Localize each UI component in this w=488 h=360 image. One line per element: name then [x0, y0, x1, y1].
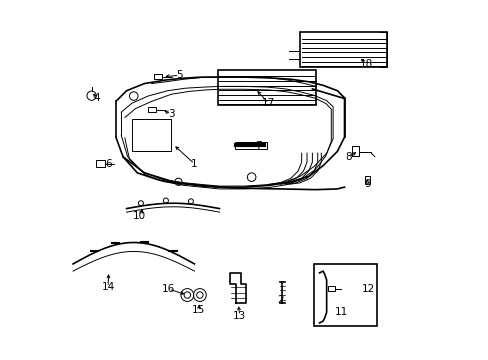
Text: 17: 17 — [262, 98, 275, 108]
Text: 5: 5 — [176, 70, 183, 80]
Bar — [154, 74, 162, 79]
Bar — [299, 32, 386, 67]
Bar — [364, 176, 369, 184]
Text: 15: 15 — [192, 305, 205, 315]
Text: 13: 13 — [233, 311, 246, 321]
Text: 3: 3 — [167, 109, 174, 119]
Bar — [313, 264, 376, 327]
Text: 1: 1 — [191, 159, 198, 169]
Bar — [96, 160, 105, 167]
Text: 16: 16 — [162, 284, 175, 294]
Bar — [328, 286, 334, 291]
Text: 18: 18 — [359, 59, 372, 69]
Text: 11: 11 — [334, 307, 347, 317]
Text: 7: 7 — [254, 141, 261, 151]
Bar — [148, 107, 156, 112]
Text: 14: 14 — [101, 282, 114, 292]
Bar — [234, 142, 266, 149]
Text: 6: 6 — [105, 159, 112, 169]
Text: 8: 8 — [345, 152, 351, 162]
Text: 10: 10 — [132, 211, 145, 221]
Text: 9: 9 — [364, 179, 370, 189]
Text: 4: 4 — [93, 93, 100, 103]
Bar — [217, 70, 315, 105]
Text: 12: 12 — [362, 284, 375, 294]
Text: 2: 2 — [276, 295, 283, 305]
